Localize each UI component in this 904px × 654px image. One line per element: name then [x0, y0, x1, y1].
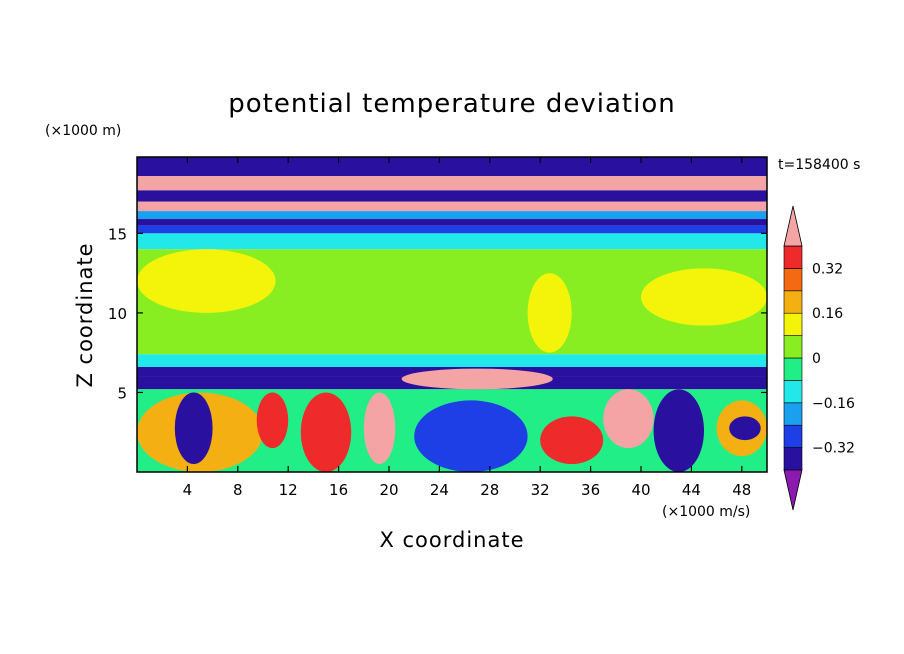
x-tick-label: 40: [631, 481, 650, 499]
field-band: [137, 190, 767, 202]
x-tick-label: 4: [183, 481, 193, 499]
x-tick-label: 16: [329, 481, 348, 499]
field-anomaly: [363, 392, 396, 465]
y-tick-label: 10: [108, 305, 127, 323]
field-band: [137, 354, 767, 367]
colorbar-label: −0.32: [812, 441, 855, 457]
field-band: [137, 225, 767, 234]
field-anomaly: [414, 400, 528, 472]
plot-frame: [136, 156, 768, 473]
x-tick-label: 20: [379, 481, 398, 499]
x-tick-label: 32: [531, 481, 550, 499]
colorbar-segment: [783, 245, 803, 269]
colorbar-segment: [783, 424, 803, 448]
field-anomaly: [603, 389, 654, 449]
y-axis-ticks: 5 10 15: [108, 225, 767, 402]
colorbar-segment: [783, 268, 803, 292]
colorbar: 0.32 0.16 0 −0.16 −0.32: [783, 205, 855, 511]
colorbar-label: 0.16: [812, 306, 843, 322]
x-units-label: (×1000 m/s): [662, 504, 750, 520]
x-axis-ticks: 4 8 12 16 20 24 28 32 36 40 44 48: [183, 157, 751, 499]
field-anomaly: [401, 368, 553, 390]
field-band: [137, 176, 767, 191]
x-axis-label: X coordinate: [379, 528, 524, 552]
field-anomaly: [540, 416, 604, 465]
field-band: [137, 219, 767, 226]
colorbar-extend-high: [783, 205, 803, 247]
y-tick-label: 5: [117, 384, 127, 402]
field-band: [137, 233, 767, 250]
field-anomaly: [174, 392, 213, 465]
colorbar-label: 0.32: [812, 261, 843, 277]
heatmap-field: [137, 157, 767, 472]
time-label: t=158400 s: [778, 157, 860, 173]
colorbar-segment: [783, 312, 803, 336]
field-band: [137, 211, 767, 220]
colorbar-segment: [783, 290, 803, 314]
x-tick-label: 8: [233, 481, 243, 499]
field-anomaly: [256, 392, 289, 449]
field-anomaly: [729, 416, 761, 441]
field-anomaly: [300, 392, 352, 472]
field-anomaly: [527, 273, 572, 353]
x-tick-label: 24: [430, 481, 449, 499]
chart-title: potential temperature deviation: [228, 89, 675, 119]
colorbar-segment: [783, 335, 803, 359]
x-tick-label: 48: [732, 481, 751, 499]
field-anomaly: [653, 389, 704, 472]
colorbar-segment: [783, 357, 803, 381]
field-band: [137, 157, 767, 177]
y-axis-label: Z coordinate: [73, 242, 97, 387]
colorbar-extend-low: [783, 469, 803, 511]
x-tick-label: 44: [682, 481, 701, 499]
y-tick-label: 15: [108, 225, 127, 243]
colorbar-segment: [783, 380, 803, 404]
y-units-label: (×1000 m): [45, 123, 121, 139]
field-band: [137, 201, 767, 212]
field-anomaly: [137, 249, 276, 313]
x-tick-label: 12: [279, 481, 298, 499]
colorbar-segment: [783, 447, 803, 471]
x-tick-label: 28: [480, 481, 499, 499]
x-tick-label: 36: [581, 481, 600, 499]
colorbar-label: 0: [812, 351, 821, 367]
colorbar-label: −0.16: [812, 396, 855, 412]
colorbar-segment: [783, 402, 803, 426]
field-anomaly: [641, 268, 767, 326]
